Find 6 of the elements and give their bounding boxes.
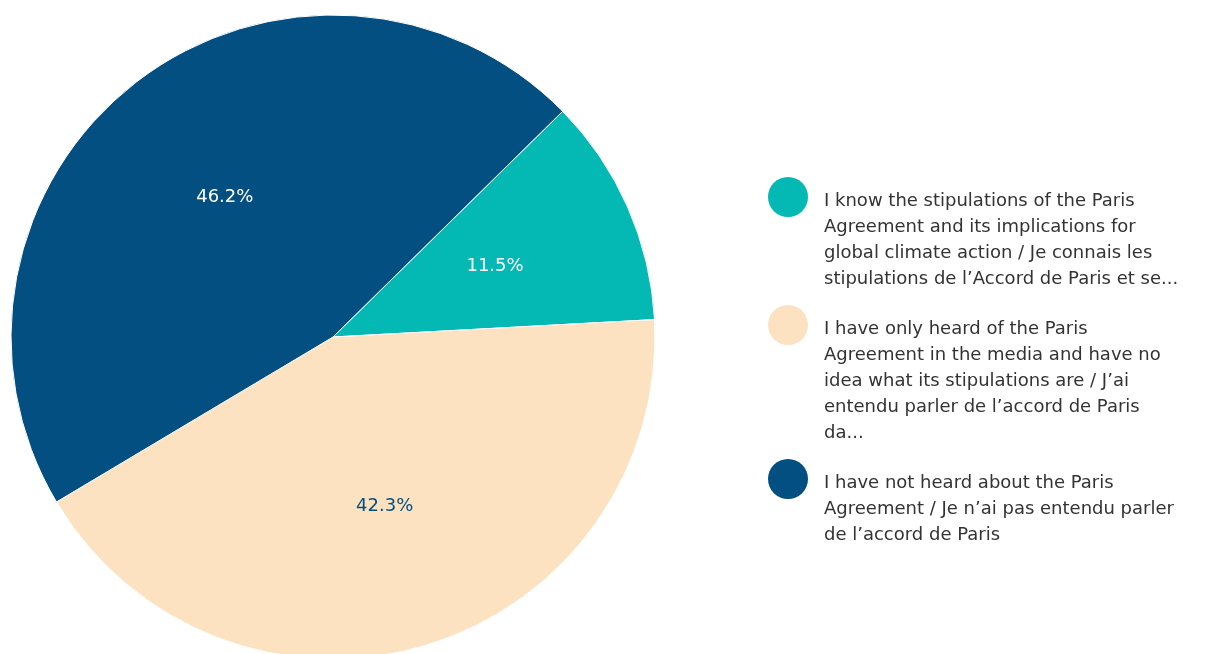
legend-label: I know the stipulations of the Paris Agreement and its implications for global climate action / Je connais les stipulations de l’Accord de Paris et se...	[824, 189, 1179, 288]
data-label: 46.2%	[196, 184, 254, 206]
legend-label: I have only heard of the Paris Agreement in the media and have no idea what its stipulations are / J’ai entendu parler de l’accord de Paris da...	[824, 317, 1161, 442]
legend-label: I have not heard about the Paris Agreement / Je n’ai pas entendu parler de l’accord de Paris	[824, 471, 1175, 544]
data-label: 11.5%	[466, 253, 524, 275]
data-label: 42.3%	[356, 494, 414, 516]
